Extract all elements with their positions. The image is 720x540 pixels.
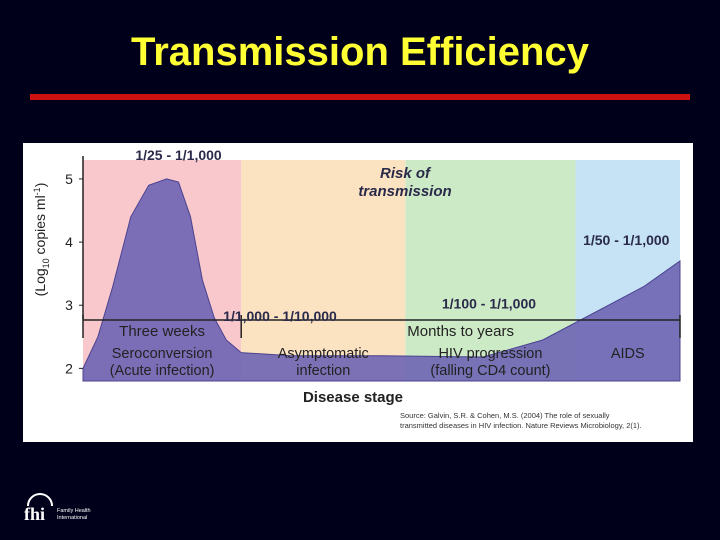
chart-svg: 2 3 4 5 (Log10 copies ml-1) Three weeks Months… — [32, 147, 681, 430]
stage-label: Asymptomatic — [278, 346, 369, 362]
risk-annotation: 1/1,000 - 1/10,000 — [223, 308, 337, 324]
fhi-logo-line2: International — [57, 515, 87, 521]
y-axis-label: (Log10 copies ml-1) — [32, 183, 51, 297]
slide-title: Transmission Efficiency — [131, 30, 589, 74]
x-axis-label: Disease stage — [303, 389, 403, 406]
y-axis-label-part: copies ml — [32, 195, 48, 258]
time-axis-label: Months to years — [407, 323, 514, 340]
y-tick-label: 3 — [65, 297, 73, 313]
stage-sublabel: (falling CD4 count) — [430, 363, 550, 379]
source-line2: transmitted diseases in HIV infection. N… — [400, 421, 642, 430]
y-tick-label: 4 — [65, 234, 73, 250]
y-axis-label-part: -1 — [32, 187, 42, 195]
title-underline — [30, 94, 690, 100]
stage-label: Seroconversion — [112, 346, 213, 362]
stage-sublabel: (Acute infection) — [110, 363, 215, 379]
fhi-logo-line1: Family Health — [57, 508, 91, 514]
stage-sublabel: infection — [296, 363, 350, 379]
risk-label-line2: transmission — [358, 183, 451, 200]
stage-band — [241, 160, 406, 381]
risk-annotation: 1/100 - 1/1,000 — [442, 295, 536, 311]
risk-annotation: 1/50 - 1/1,000 — [583, 232, 670, 248]
risk-annotation: 1/25 - 1/1,000 — [135, 147, 222, 163]
y-axis-label-part: 10 — [41, 258, 51, 268]
y-axis-label-part: (Log — [32, 268, 48, 296]
fhi-logo-mark: fhi Family Health International — [24, 493, 91, 524]
y-axis-label-part: ) — [32, 183, 48, 188]
stage-label: AIDS — [611, 346, 645, 362]
time-axis-label: Three weeks — [119, 323, 205, 340]
fhi-logo-letters: fhi — [24, 504, 45, 524]
y-tick-label: 2 — [65, 360, 73, 376]
stage-label: HIV progression — [438, 346, 542, 362]
viral-load-area — [82, 178, 681, 382]
y-tick-label: 5 — [65, 171, 73, 187]
fhi-logo: fhi Family Health International — [22, 492, 102, 528]
risk-label-line1: Risk of — [380, 165, 432, 182]
source-line1: Source: Galvin, S.R. & Cohen, M.S. (2004… — [400, 411, 610, 420]
transmission-chart: 2 3 4 5 (Log10 copies ml-1) Three weeks Months… — [23, 143, 693, 442]
